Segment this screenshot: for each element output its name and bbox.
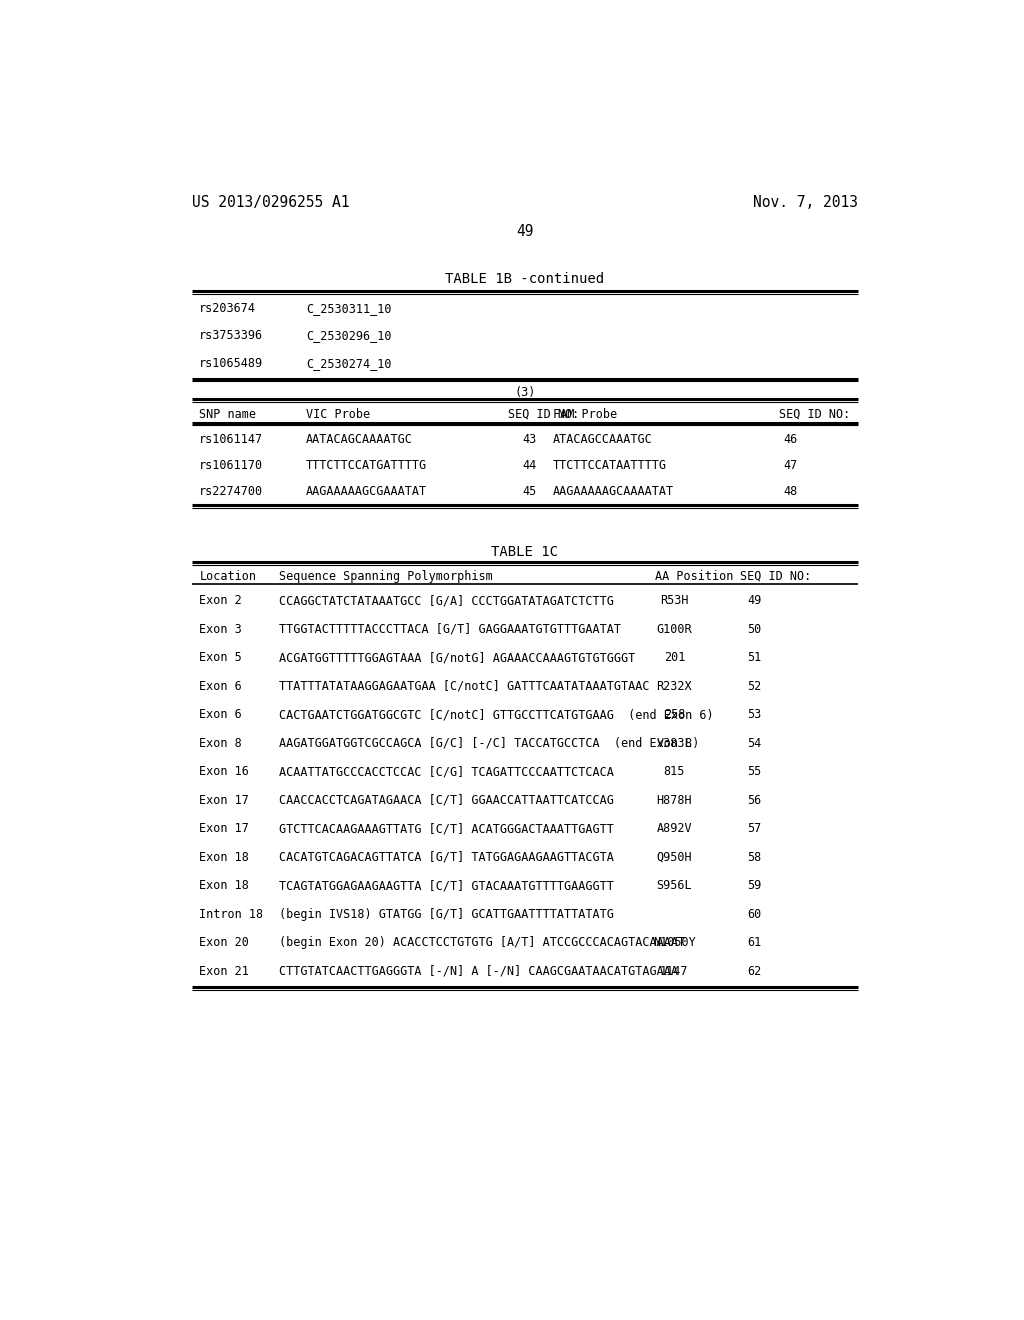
Text: Location: Location	[200, 570, 256, 582]
Text: rs1061170: rs1061170	[200, 459, 263, 471]
Text: C_2530296_10: C_2530296_10	[306, 330, 392, 342]
Text: 56: 56	[748, 793, 761, 807]
Text: C_2530274_10: C_2530274_10	[306, 358, 392, 370]
Text: 50: 50	[748, 623, 761, 636]
Text: 201: 201	[664, 651, 685, 664]
Text: Intron 18: Intron 18	[200, 908, 263, 920]
Text: 815: 815	[664, 766, 685, 779]
Text: rs1065489: rs1065489	[200, 358, 263, 370]
Text: 48: 48	[783, 484, 798, 498]
Text: Nov. 7, 2013: Nov. 7, 2013	[753, 195, 858, 210]
Text: (3): (3)	[514, 387, 536, 400]
Text: AAGAAAAAGCAAAATAT: AAGAAAAAGCAAAATAT	[553, 484, 674, 498]
Text: Exon 2: Exon 2	[200, 594, 242, 607]
Text: Exon 6: Exon 6	[200, 680, 242, 693]
Text: 45: 45	[522, 484, 537, 498]
Text: 53: 53	[748, 708, 761, 721]
Text: Sequence Spanning Polymorphism: Sequence Spanning Polymorphism	[280, 570, 493, 582]
Text: S956L: S956L	[656, 879, 692, 892]
Text: TABLE 1C: TABLE 1C	[492, 545, 558, 558]
Text: ACGATGGTTTTTGGAGTAAA [G/notG] AGAAACCAAAGTGTGTGGGT: ACGATGGTTTTTGGAGTAAA [G/notG] AGAAACCAAA…	[280, 651, 635, 664]
Text: 54: 54	[748, 737, 761, 750]
Text: CTTGTATCAACTTGAGGGTA [-/N] A [-/N] CAAGCGAATAACATGTAGAAA: CTTGTATCAACTTGAGGGTA [-/N] A [-/N] CAAGC…	[280, 965, 678, 978]
Text: rs1061147: rs1061147	[200, 433, 263, 446]
Text: C_2530311_10: C_2530311_10	[306, 302, 392, 314]
Text: Exon 17: Exon 17	[200, 793, 249, 807]
Text: AAGATGGATGGTCGCCAGCA [G/C] [-/C] TACCATGCCTCA  (end Exon 8): AAGATGGATGGTCGCCAGCA [G/C] [-/C] TACCATG…	[280, 737, 699, 750]
Text: TCAGTATGGAGAAGAAGTTA [C/T] GTACAAATGTTTTGAAGGTT: TCAGTATGGAGAAGAAGTTA [C/T] GTACAAATGTTTT…	[280, 879, 614, 892]
Text: (begin IVS18) GTATGG [G/T] GCATTGAATTTTATTATATG: (begin IVS18) GTATGG [G/T] GCATTGAATTTTA…	[280, 908, 614, 920]
Text: Exon 17: Exon 17	[200, 822, 249, 836]
Text: rs3753396: rs3753396	[200, 330, 263, 342]
Text: ATACAGCCAAATGC: ATACAGCCAAATGC	[553, 433, 652, 446]
Text: GTCTTCACAAGAAAGTTATG [C/T] ACATGGGACTAAATTGAGTT: GTCTTCACAAGAAAGTTATG [C/T] ACATGGGACTAAA…	[280, 822, 614, 836]
Text: Exon 3: Exon 3	[200, 623, 242, 636]
Text: TTGGTACTTTTTACCCTTACA [G/T] GAGGAAATGTGTTTGAATAT: TTGGTACTTTTTACCCTTACA [G/T] GAGGAAATGTGT…	[280, 623, 622, 636]
Text: Exon 18: Exon 18	[200, 850, 249, 863]
Text: Exon 8: Exon 8	[200, 737, 242, 750]
Text: TTATTTATATAAGGAGAATGAA [C/notC] GATTTCAATATAAATGTAAC: TTATTTATATAAGGAGAATGAA [C/notC] GATTTCAA…	[280, 680, 649, 693]
Text: Exon 21: Exon 21	[200, 965, 249, 978]
Text: Exon 5: Exon 5	[200, 651, 242, 664]
Text: H878H: H878H	[656, 793, 692, 807]
Text: SNP name: SNP name	[200, 408, 256, 421]
Text: 1147: 1147	[660, 965, 688, 978]
Text: 43: 43	[522, 433, 537, 446]
Text: 258: 258	[664, 708, 685, 721]
Text: 62: 62	[748, 965, 761, 978]
Text: Exon 20: Exon 20	[200, 936, 249, 949]
Text: 59: 59	[748, 879, 761, 892]
Text: 44: 44	[522, 459, 537, 471]
Text: 58: 58	[748, 850, 761, 863]
Text: VIC Probe: VIC Probe	[306, 408, 371, 421]
Text: SEQ ID NO:: SEQ ID NO:	[508, 408, 579, 421]
Text: (begin Exon 20) ACACCTCCTGTGTG [A/T] ATCCGCCCACAGTACAAAAT: (begin Exon 20) ACACCTCCTGTGTG [A/T] ATC…	[280, 936, 685, 949]
Text: 57: 57	[748, 822, 761, 836]
Text: Exon 6: Exon 6	[200, 708, 242, 721]
Text: 51: 51	[748, 651, 761, 664]
Text: A892V: A892V	[656, 822, 692, 836]
Text: CCAGGCTATCTATAAATGCC [G/A] CCCTGGATATAGATCTCTTG: CCAGGCTATCTATAAATGCC [G/A] CCCTGGATATAGA…	[280, 594, 614, 607]
Text: 49: 49	[748, 594, 761, 607]
Text: N1050Y: N1050Y	[653, 936, 695, 949]
Text: R53H: R53H	[660, 594, 688, 607]
Text: CACTGAATCTGGATGGCGTC [C/notC] GTTGCCTTCATGTGAAG  (end Exon 6): CACTGAATCTGGATGGCGTC [C/notC] GTTGCCTTCA…	[280, 708, 714, 721]
Text: FAM Probe: FAM Probe	[553, 408, 616, 421]
Text: 49: 49	[516, 224, 534, 239]
Text: 46: 46	[783, 433, 798, 446]
Text: TABLE 1B -continued: TABLE 1B -continued	[445, 272, 604, 286]
Text: V383L: V383L	[656, 737, 692, 750]
Text: TTCTTCCATAATTTTG: TTCTTCCATAATTTTG	[553, 459, 667, 471]
Text: AATACAGCAAAATGC: AATACAGCAAAATGC	[306, 433, 413, 446]
Text: Q950H: Q950H	[656, 850, 692, 863]
Text: AAGAAAAAGCGAAATAT: AAGAAAAAGCGAAATAT	[306, 484, 427, 498]
Text: 55: 55	[748, 766, 761, 779]
Text: CACATGTCAGACAGTTATCA [G/T] TATGGAGAAGAAGTTACGTA: CACATGTCAGACAGTTATCA [G/T] TATGGAGAAGAAG…	[280, 850, 614, 863]
Text: Exon 18: Exon 18	[200, 879, 249, 892]
Text: 61: 61	[748, 936, 761, 949]
Text: CAACCACCTCAGATAGAACA [C/T] GGAACCATTAATTCATCCAG: CAACCACCTCAGATAGAACA [C/T] GGAACCATTAATT…	[280, 793, 614, 807]
Text: 52: 52	[748, 680, 761, 693]
Text: TTTCTTCCATGATTTTG: TTTCTTCCATGATTTTG	[306, 459, 427, 471]
Text: 60: 60	[748, 908, 761, 920]
Text: R232X: R232X	[656, 680, 692, 693]
Text: rs203674: rs203674	[200, 302, 256, 314]
Text: 47: 47	[783, 459, 798, 471]
Text: US 2013/0296255 A1: US 2013/0296255 A1	[191, 195, 349, 210]
Text: SEQ ID NO:: SEQ ID NO:	[740, 570, 811, 582]
Text: rs2274700: rs2274700	[200, 484, 263, 498]
Text: ACAATTATGCCCACCTCCAC [C/G] TCAGATTCCCAATTCTCACA: ACAATTATGCCCACCTCCAC [C/G] TCAGATTCCCAAT…	[280, 766, 614, 779]
Text: AA Position: AA Position	[655, 570, 733, 582]
Text: Exon 16: Exon 16	[200, 766, 249, 779]
Text: SEQ ID NO:: SEQ ID NO:	[779, 408, 850, 421]
Text: G100R: G100R	[656, 623, 692, 636]
